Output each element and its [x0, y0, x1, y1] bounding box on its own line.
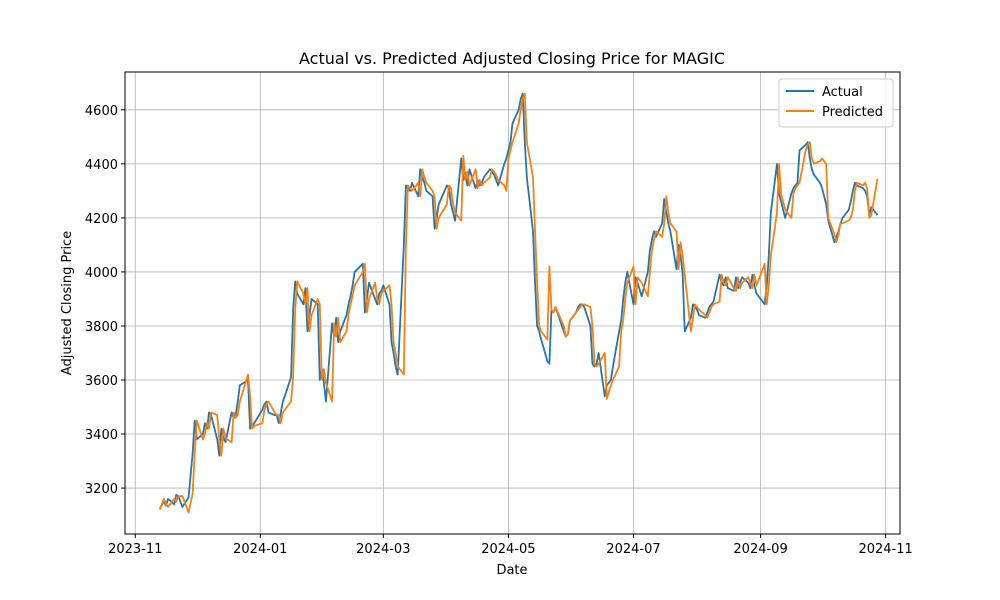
series-layer — [159, 92, 879, 514]
x-axis-title: Date — [496, 563, 527, 578]
x-tick-label: 2024-09 — [733, 542, 787, 557]
legend-label-predicted: Predicted — [822, 105, 883, 120]
y-axis-title: Adjusted Closing Price — [60, 231, 75, 375]
y-axis: 3200 3400 3600 3800 4000 4200 4400 4600 — [85, 104, 125, 497]
grid — [125, 72, 900, 534]
x-axis: 2023-11 2024-01 2024-03 2024-05 2024-07 2024-… — [108, 534, 913, 557]
series-line-predicted — [159, 92, 879, 514]
legend-label-actual: Actual — [822, 85, 863, 100]
y-tick-label: 3800 — [85, 320, 118, 335]
y-tick-label: 4200 — [85, 212, 118, 227]
plot-frame — [124, 71, 901, 535]
x-tick-label: 2023-11 — [108, 542, 162, 557]
x-tick-label: 2024-11 — [858, 542, 912, 557]
y-tick-label: 4600 — [85, 104, 118, 119]
series-line-actual — [159, 92, 879, 509]
x-tick-label: 2024-07 — [606, 542, 660, 557]
x-tick-label: 2024-01 — [233, 542, 287, 557]
legend: Actual Predicted — [778, 78, 894, 128]
x-tick-label: 2024-05 — [481, 542, 535, 557]
y-tick-label: 4000 — [85, 266, 118, 281]
x-tick-label: 2024-03 — [356, 542, 410, 557]
y-tick-label: 4400 — [85, 158, 118, 173]
y-tick-label: 3600 — [85, 374, 118, 389]
y-tick-label: 3200 — [85, 482, 118, 497]
y-tick-label: 3400 — [85, 428, 118, 443]
chart-title: Actual vs. Predicted Adjusted Closing Pr… — [299, 49, 725, 68]
